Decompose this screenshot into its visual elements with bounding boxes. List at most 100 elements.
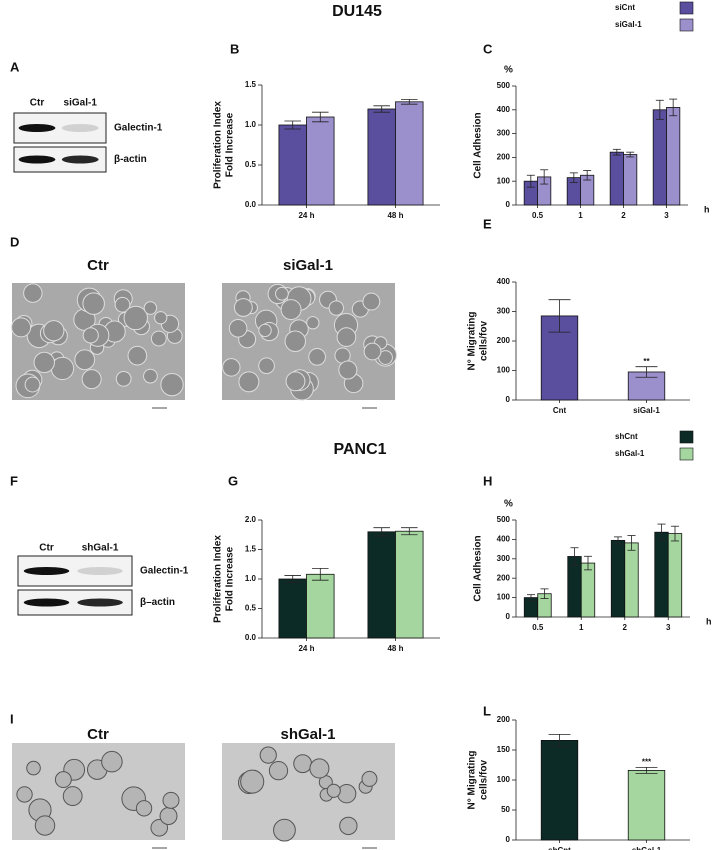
cell xyxy=(159,807,178,825)
band xyxy=(77,598,123,607)
x-tick-label: 2 xyxy=(623,623,628,632)
cell xyxy=(162,791,180,809)
y-axis-label: cells/fov xyxy=(479,760,490,800)
y-tick-label: 1.0 xyxy=(245,574,257,583)
cell xyxy=(143,301,158,315)
y-axis-label: N° Migrating xyxy=(467,312,478,371)
x-tick-label: 24 h xyxy=(298,644,314,653)
cell xyxy=(285,371,306,392)
legend-swatch xyxy=(679,1,694,15)
x-tick-label: 0.5 xyxy=(532,623,544,632)
band xyxy=(61,124,99,132)
panel-letter: B xyxy=(230,41,239,56)
x-tick-label: 0.5 xyxy=(532,211,544,220)
band xyxy=(77,567,123,575)
cell xyxy=(34,815,56,836)
cell xyxy=(82,292,105,315)
band xyxy=(23,567,70,575)
cell xyxy=(101,750,123,773)
cell xyxy=(339,816,358,836)
bar xyxy=(627,770,666,841)
y-tick-label: 200 xyxy=(497,573,511,582)
panel-letter: D xyxy=(10,234,19,249)
cell xyxy=(363,342,382,361)
y-tick-label: 300 xyxy=(497,129,511,138)
x-tick-label: shGal-1 xyxy=(632,846,662,850)
y-tick-label: 1.5 xyxy=(245,545,257,554)
bar xyxy=(667,533,683,618)
bar xyxy=(623,154,638,206)
y-tick-label: 0 xyxy=(506,612,511,621)
heading: PANC1 xyxy=(333,441,386,458)
lane-label: Ctr xyxy=(39,543,54,554)
cell xyxy=(309,758,330,779)
cell xyxy=(135,800,153,817)
panel-letter: C xyxy=(483,41,493,56)
cell xyxy=(16,786,33,803)
cell xyxy=(74,349,96,371)
bar xyxy=(278,124,307,206)
x-tick-label: Cnt xyxy=(553,406,567,415)
cell xyxy=(150,818,169,837)
panel-letter: E xyxy=(483,216,492,231)
annotation: *** xyxy=(642,758,652,767)
micrograph-title: Ctr xyxy=(87,257,109,274)
y-unit: % xyxy=(504,499,513,510)
bar xyxy=(367,531,396,639)
bar xyxy=(666,107,681,206)
y-tick-label: 2.0 xyxy=(245,515,257,524)
y-axis-label: Cell Adhesion xyxy=(473,535,484,601)
legend-swatch xyxy=(679,18,694,32)
cell xyxy=(280,299,302,321)
y-tick-label: 150 xyxy=(497,745,511,754)
cell xyxy=(273,818,296,842)
x-tick-label: siGal-1 xyxy=(633,406,660,415)
y-axis-label: Fold Increase xyxy=(225,546,236,611)
y-tick-label: 100 xyxy=(497,775,511,784)
lane-label: shGal-1 xyxy=(82,543,119,554)
cell xyxy=(54,771,72,788)
legend-label: siGal-1 xyxy=(615,20,642,29)
bar xyxy=(609,151,624,206)
y-tick-label: 300 xyxy=(497,554,511,563)
cell xyxy=(326,783,341,798)
y-tick-label: 0 xyxy=(506,835,511,844)
micrograph-title: shGal-1 xyxy=(280,726,335,743)
bar xyxy=(610,539,626,618)
y-tick-label: 0.5 xyxy=(245,604,257,613)
bar xyxy=(278,578,307,639)
x-tick-label: 48 h xyxy=(387,644,403,653)
cell xyxy=(258,323,272,338)
band xyxy=(18,124,56,132)
bar xyxy=(395,101,424,206)
cell xyxy=(308,348,326,366)
lane-label: siGal-1 xyxy=(64,98,98,109)
cell xyxy=(23,283,43,303)
y-unit: % xyxy=(504,65,513,76)
x-tick-label: 48 h xyxy=(387,211,403,220)
cell xyxy=(160,372,184,397)
cell xyxy=(115,370,132,387)
cell xyxy=(43,320,65,342)
cell xyxy=(361,770,378,787)
y-tick-label: 500 xyxy=(497,515,511,524)
legend-label: shCnt xyxy=(615,432,638,441)
cell xyxy=(268,761,289,781)
y-tick-label: 500 xyxy=(497,81,511,90)
x-tick-label: 3 xyxy=(666,623,671,632)
heading: DU145 xyxy=(332,3,382,20)
bar xyxy=(367,108,396,206)
protein-label: Galectin-1 xyxy=(140,566,189,577)
y-tick-label: 1.5 xyxy=(245,80,257,89)
legend-swatch xyxy=(679,430,694,444)
y-tick-label: 400 xyxy=(497,535,511,544)
legend-swatch xyxy=(679,447,694,461)
panel-letter: A xyxy=(10,59,20,74)
cell xyxy=(143,368,158,384)
annotation: ** xyxy=(643,357,650,366)
band xyxy=(23,598,70,607)
x-tick-label: 3 xyxy=(664,211,669,220)
band xyxy=(61,155,99,164)
cell xyxy=(127,345,148,366)
